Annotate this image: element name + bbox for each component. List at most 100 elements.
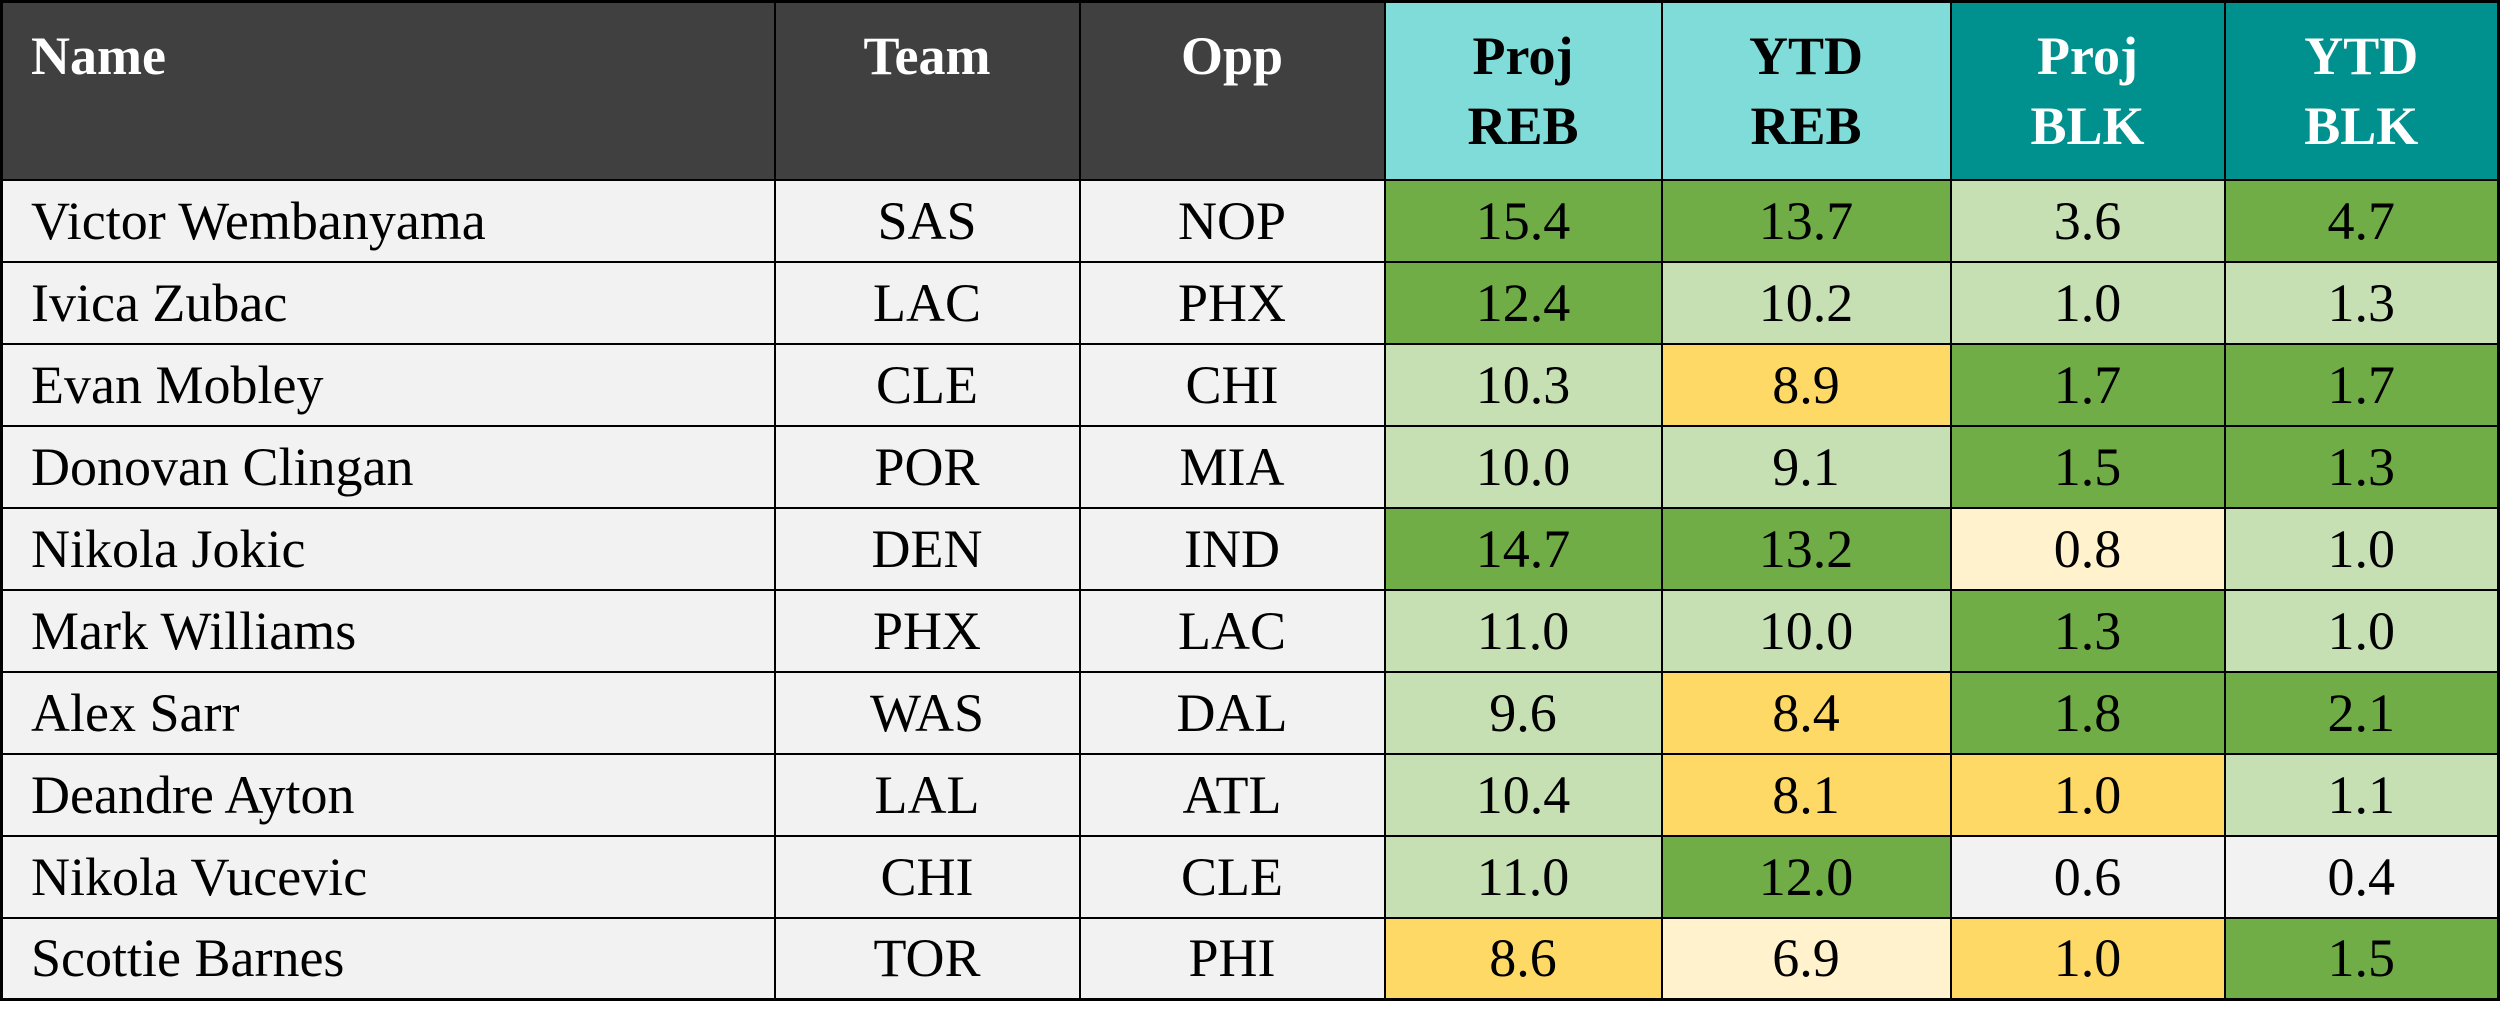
header-cell: Team xyxy=(773,0,1081,181)
header-label: Proj xyxy=(2037,25,2138,86)
stat-cell: 1.3 xyxy=(2223,260,2500,345)
stat-cell: 4.7 xyxy=(2223,178,2500,263)
team-cell: PHX xyxy=(773,588,1081,673)
stat-cell: 3.6 xyxy=(1949,178,2226,263)
team-cell: CLE xyxy=(1078,834,1386,919)
team-cell: LAC xyxy=(773,260,1081,345)
team-cell: PHI xyxy=(1078,916,1386,1001)
stat-cell: 11.0 xyxy=(1383,834,1663,919)
table-row: Mark Williams PHX LAC 11.0 10.0 1.3 1.0 xyxy=(0,588,2500,673)
stat-cell: 1.5 xyxy=(1949,424,2226,509)
table-body: Victor Wembanyama SAS NOP 15.4 13.7 3.6 4.7 Ivi… xyxy=(0,178,2500,1001)
stat-cell: 1.8 xyxy=(1949,670,2226,755)
team-cell: POR xyxy=(773,424,1081,509)
header-label: BLK xyxy=(2030,95,2145,156)
table-row: Victor Wembanyama SAS NOP 15.4 13.7 3.6 4.7 xyxy=(0,178,2500,263)
stat-cell: 1.0 xyxy=(1949,916,2226,1001)
header-cell: YTD REB xyxy=(1660,0,1952,181)
team-cell: MIA xyxy=(1078,424,1386,509)
stat-cell: 10.0 xyxy=(1660,588,1952,673)
stats-table: Name Team Opp Proj REB YTD REB Proj BLK YTD BLK Vi… xyxy=(0,0,2500,1001)
stat-cell: 8.1 xyxy=(1660,752,1952,837)
stat-cell: 10.4 xyxy=(1383,752,1663,837)
player-name: Donovan Clingan xyxy=(0,424,776,509)
table-row: Scottie Barnes TOR PHI 8.6 6.9 1.0 1.5 xyxy=(0,916,2500,1001)
player-name: Scottie Barnes xyxy=(0,916,776,1001)
team-cell: NOP xyxy=(1078,178,1386,263)
header-cell: Proj REB xyxy=(1383,0,1663,181)
header-label: BLK xyxy=(2304,95,2419,156)
player-name: Ivica Zubac xyxy=(0,260,776,345)
player-name: Nikola Vucevic xyxy=(0,834,776,919)
player-name: Victor Wembanyama xyxy=(0,178,776,263)
stat-cell: 8.4 xyxy=(1660,670,1952,755)
stat-cell: 8.9 xyxy=(1660,342,1952,427)
stat-cell: 1.3 xyxy=(2223,424,2500,509)
team-cell: CHI xyxy=(773,834,1081,919)
stat-cell: 1.5 xyxy=(2223,916,2500,1001)
header-cell: YTD BLK xyxy=(2223,0,2500,181)
header-row: Name Team Opp Proj REB YTD REB Proj BLK YTD BLK xyxy=(0,0,2500,181)
player-name: Alex Sarr xyxy=(0,670,776,755)
table-row: Ivica Zubac LAC PHX 12.4 10.2 1.0 1.3 xyxy=(0,260,2500,345)
player-name: Nikola Jokic xyxy=(0,506,776,591)
table-row: Nikola Vucevic CHI CLE 11.0 12.0 0.6 0.4 xyxy=(0,834,2500,919)
stat-cell: 10.3 xyxy=(1383,342,1663,427)
stat-cell: 0.8 xyxy=(1949,506,2226,591)
team-cell: LAL xyxy=(773,752,1081,837)
stat-cell: 1.0 xyxy=(1949,260,2226,345)
stat-cell: 12.0 xyxy=(1660,834,1952,919)
header-cell: Proj BLK xyxy=(1949,0,2226,181)
team-cell: DAL xyxy=(1078,670,1386,755)
stat-cell: 1.1 xyxy=(2223,752,2500,837)
team-cell: SAS xyxy=(773,178,1081,263)
stat-cell: 2.1 xyxy=(2223,670,2500,755)
team-cell: CLE xyxy=(773,342,1081,427)
table-row: Nikola Jokic DEN IND 14.7 13.2 0.8 1.0 xyxy=(0,506,2500,591)
stat-cell: 1.0 xyxy=(2223,588,2500,673)
stat-cell: 15.4 xyxy=(1383,178,1663,263)
stat-cell: 0.4 xyxy=(2223,834,2500,919)
player-name: Deandre Ayton xyxy=(0,752,776,837)
stat-cell: 1.0 xyxy=(1949,752,2226,837)
table-row: Alex Sarr WAS DAL 9.6 8.4 1.8 2.1 xyxy=(0,670,2500,755)
stat-cell: 1.7 xyxy=(2223,342,2500,427)
stat-cell: 8.6 xyxy=(1383,916,1663,1001)
stat-cell: 10.0 xyxy=(1383,424,1663,509)
team-cell: PHX xyxy=(1078,260,1386,345)
stat-cell: 13.7 xyxy=(1660,178,1952,263)
player-name: Mark Williams xyxy=(0,588,776,673)
stat-cell: 0.6 xyxy=(1949,834,2226,919)
header-cell: Name xyxy=(0,0,776,181)
header-cell: Opp xyxy=(1078,0,1386,181)
team-cell: CHI xyxy=(1078,342,1386,427)
player-name: Evan Mobley xyxy=(0,342,776,427)
table-row: Deandre Ayton LAL ATL 10.4 8.1 1.0 1.1 xyxy=(0,752,2500,837)
table-row: Donovan Clingan POR MIA 10.0 9.1 1.5 1.3 xyxy=(0,424,2500,509)
team-cell: TOR xyxy=(773,916,1081,1001)
team-cell: DEN xyxy=(773,506,1081,591)
stat-cell: 14.7 xyxy=(1383,506,1663,591)
header-label: YTD xyxy=(2304,25,2419,86)
team-cell: LAC xyxy=(1078,588,1386,673)
stat-cell: 13.2 xyxy=(1660,506,1952,591)
stat-cell: 1.3 xyxy=(1949,588,2226,673)
header-label: YTD xyxy=(1748,25,1863,86)
table-row: Evan Mobley CLE CHI 10.3 8.9 1.7 1.7 xyxy=(0,342,2500,427)
header-label: Name xyxy=(31,26,166,86)
header-label: REB xyxy=(1750,95,1862,156)
stat-cell: 1.7 xyxy=(1949,342,2226,427)
header-label: REB xyxy=(1467,95,1579,156)
header-label: Opp xyxy=(1180,26,1284,86)
stat-cell: 9.6 xyxy=(1383,670,1663,755)
stat-cell: 1.0 xyxy=(2223,506,2500,591)
stat-cell: 12.4 xyxy=(1383,260,1663,345)
stat-cell: 11.0 xyxy=(1383,588,1663,673)
header-label: Proj xyxy=(1472,25,1574,86)
stat-cell: 9.1 xyxy=(1660,424,1952,509)
stat-cell: 6.9 xyxy=(1660,916,1952,1001)
team-cell: WAS xyxy=(773,670,1081,755)
team-cell: ATL xyxy=(1078,752,1386,837)
team-cell: IND xyxy=(1078,506,1386,591)
